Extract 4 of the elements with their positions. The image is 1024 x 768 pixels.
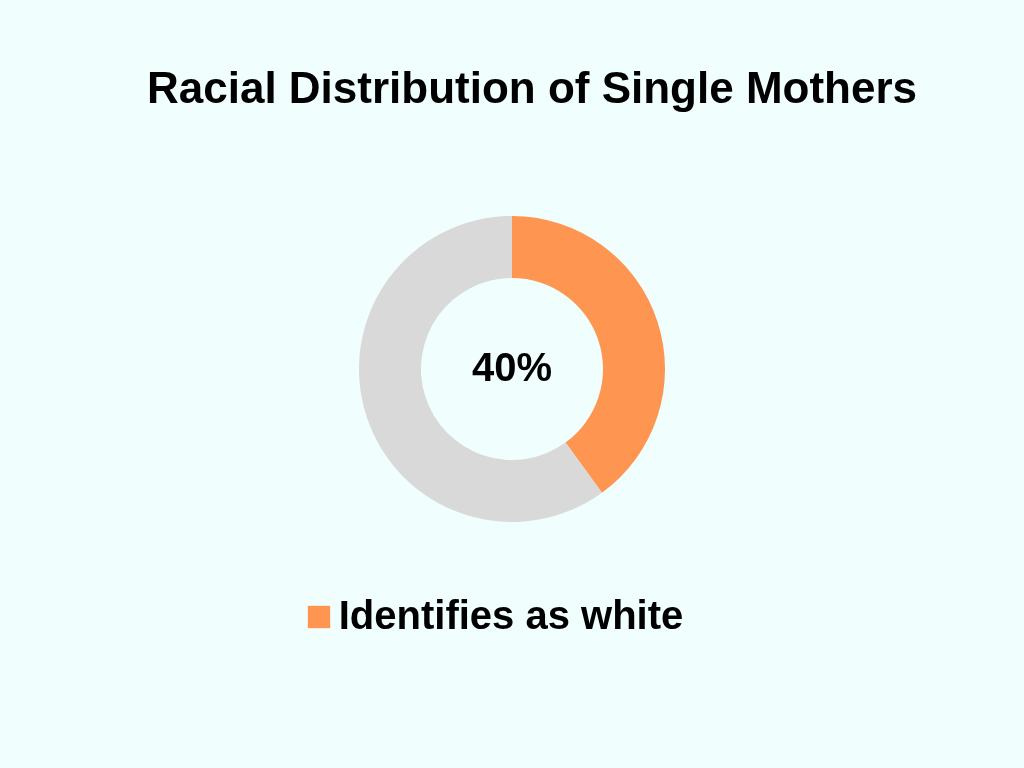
data-label: 40% <box>471 345 553 389</box>
donut-slice <box>359 216 602 522</box>
legend-label: Identifies as white <box>338 593 684 637</box>
chart-title: Racial Distribution of Single Mothers <box>146 63 918 112</box>
